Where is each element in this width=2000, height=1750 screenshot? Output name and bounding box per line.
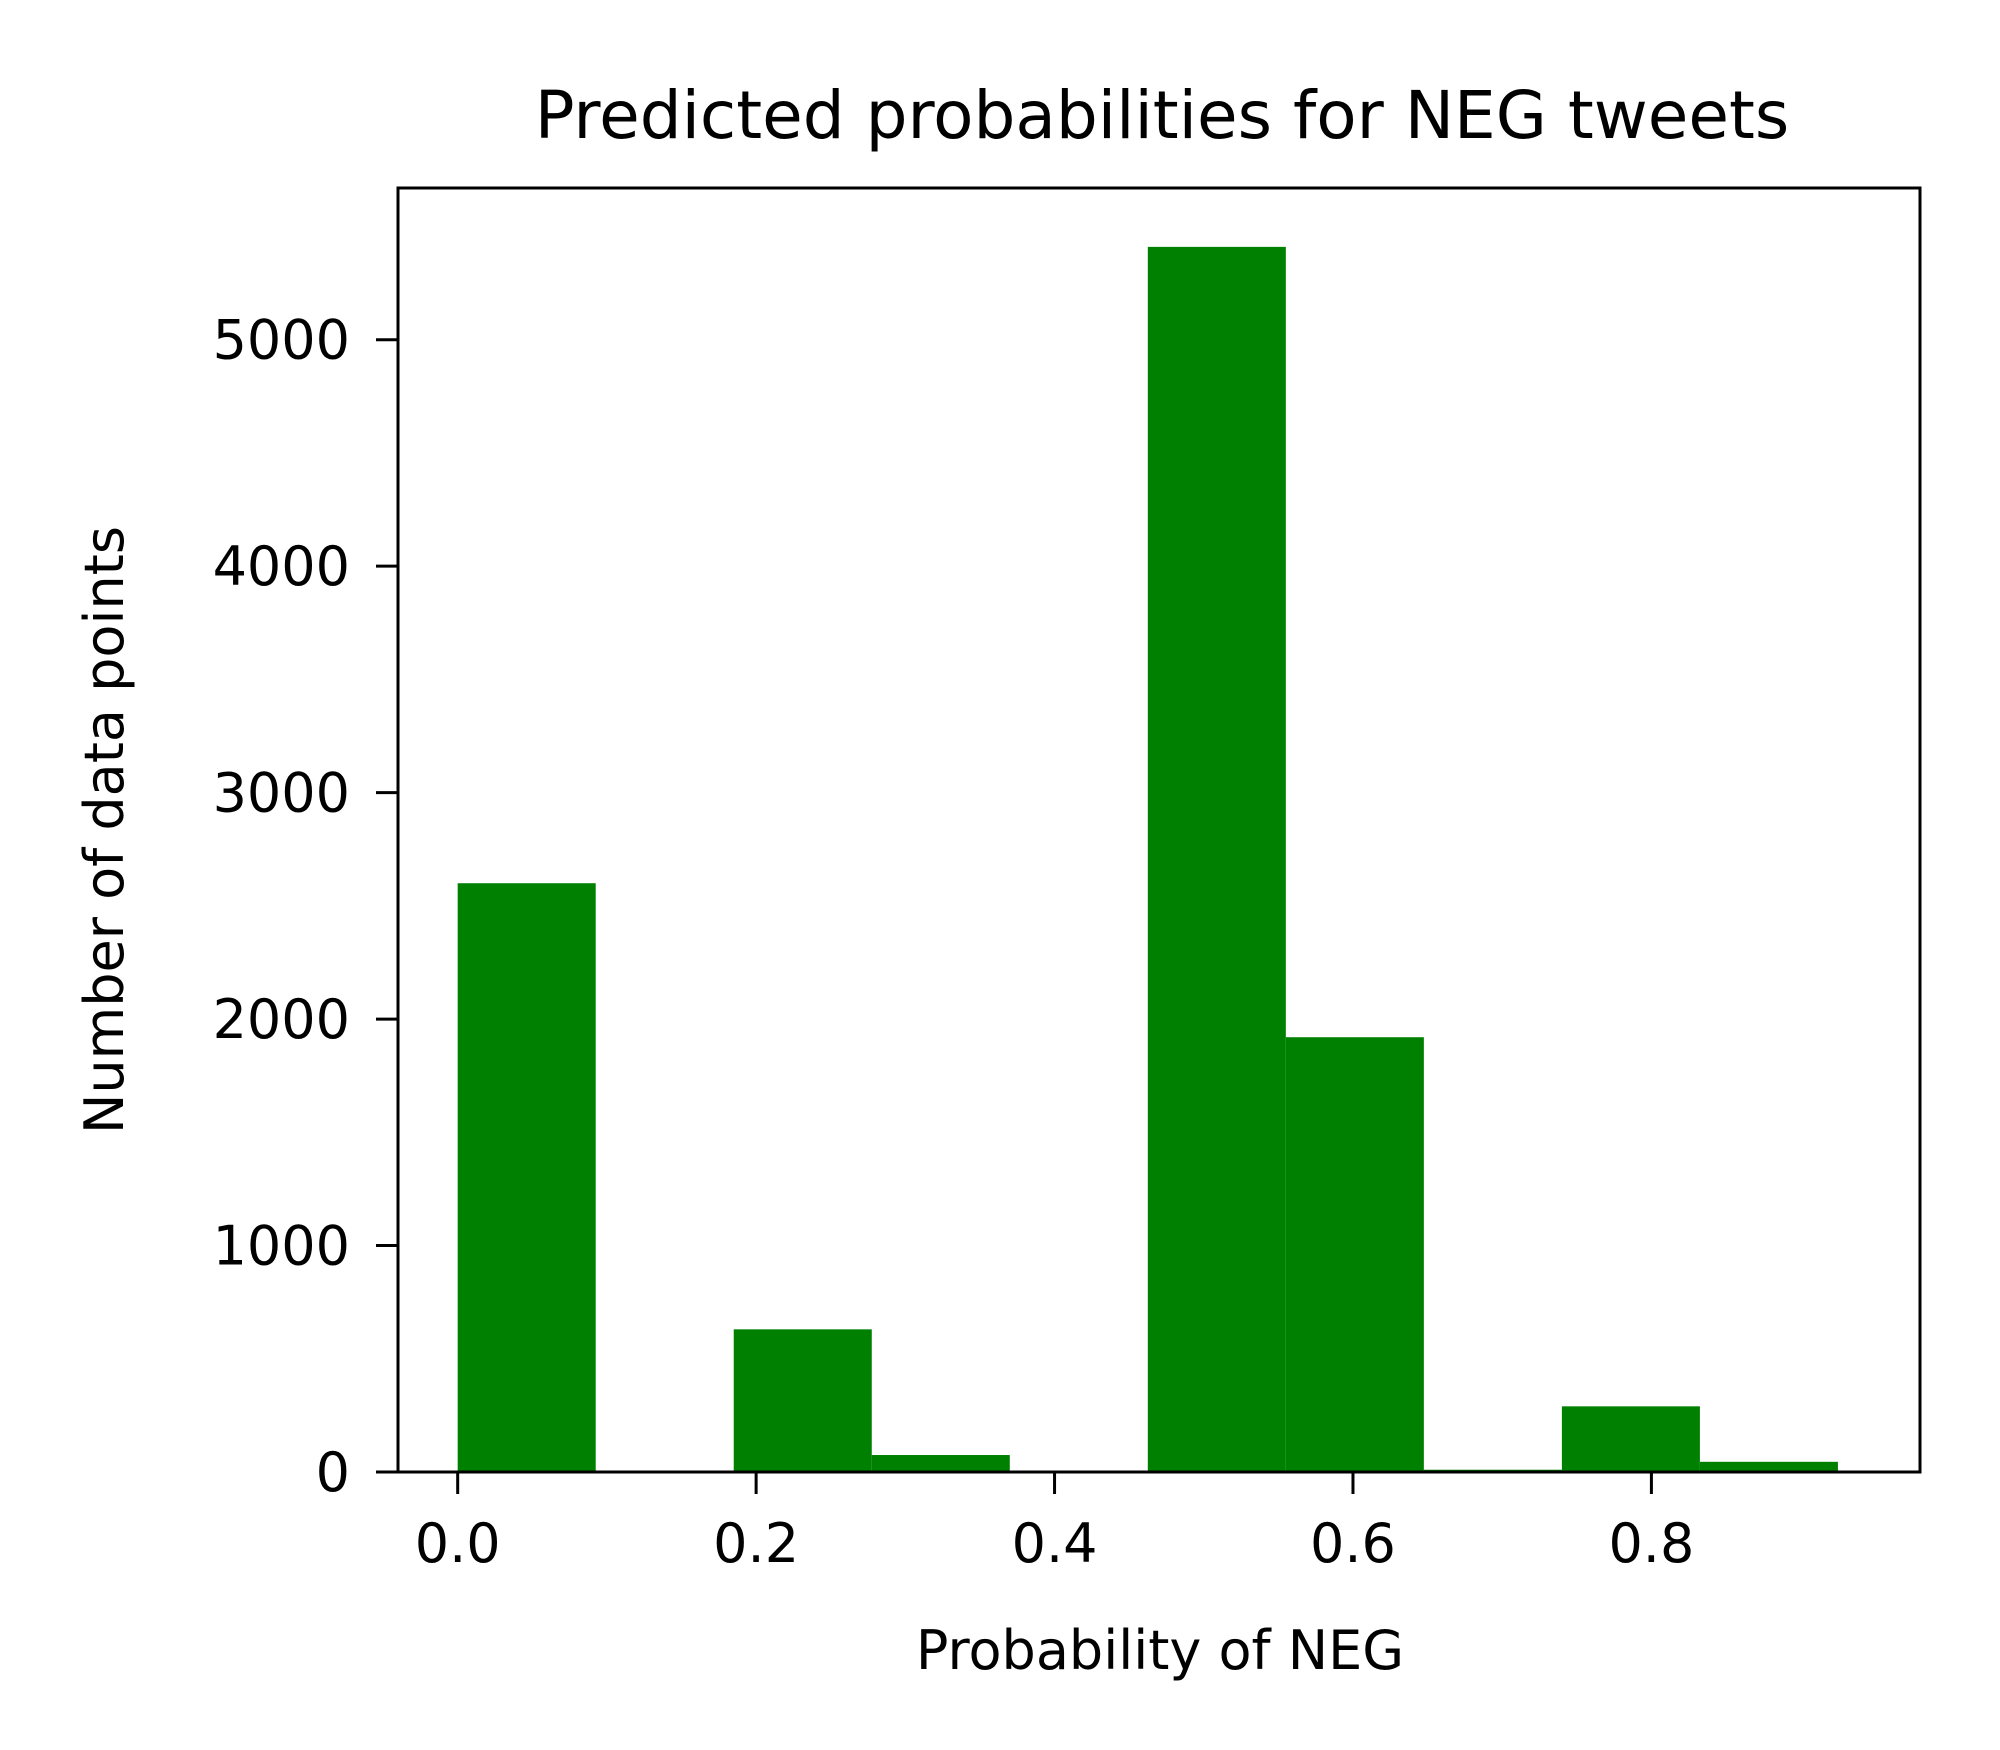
bars-group <box>457 246 1838 1473</box>
y-tick-label: 5000 <box>213 309 350 372</box>
histogram-bar <box>871 1455 1010 1472</box>
histogram-bar <box>1699 1461 1838 1472</box>
y-tick-label: 0 <box>316 1441 350 1504</box>
y-tick-label: 3000 <box>213 762 350 825</box>
x-tick-label: 0.4 <box>1012 1512 1098 1575</box>
x-tick-label: 0.2 <box>713 1512 799 1575</box>
y-axis-label: Number of data points <box>73 526 136 1134</box>
plot-frame <box>396 186 1922 1474</box>
x-tick-label: 0.6 <box>1310 1512 1396 1575</box>
histogram-bar <box>1285 1037 1424 1472</box>
y-tick-label: 4000 <box>213 535 350 598</box>
histogram-bar <box>457 883 596 1472</box>
y-axis-ticks: 0 1000 2000 3000 4000 5000 <box>213 309 398 1504</box>
x-axis-label: Probability of NEG <box>916 1619 1404 1682</box>
y-tick-label: 2000 <box>213 988 350 1051</box>
y-tick-label: 1000 <box>213 1215 350 1278</box>
histogram-bar <box>1561 1406 1700 1472</box>
histogram-bar <box>1147 246 1286 1473</box>
x-tick-label: 0.0 <box>415 1512 501 1575</box>
x-axis-ticks: 0.0 0.2 0.4 0.6 0.8 <box>415 1472 1694 1575</box>
chart-title: Predicted probabilities for NEG tweets <box>535 77 1789 154</box>
x-tick-label: 0.8 <box>1608 1512 1694 1575</box>
histogram-bar <box>733 1329 872 1472</box>
